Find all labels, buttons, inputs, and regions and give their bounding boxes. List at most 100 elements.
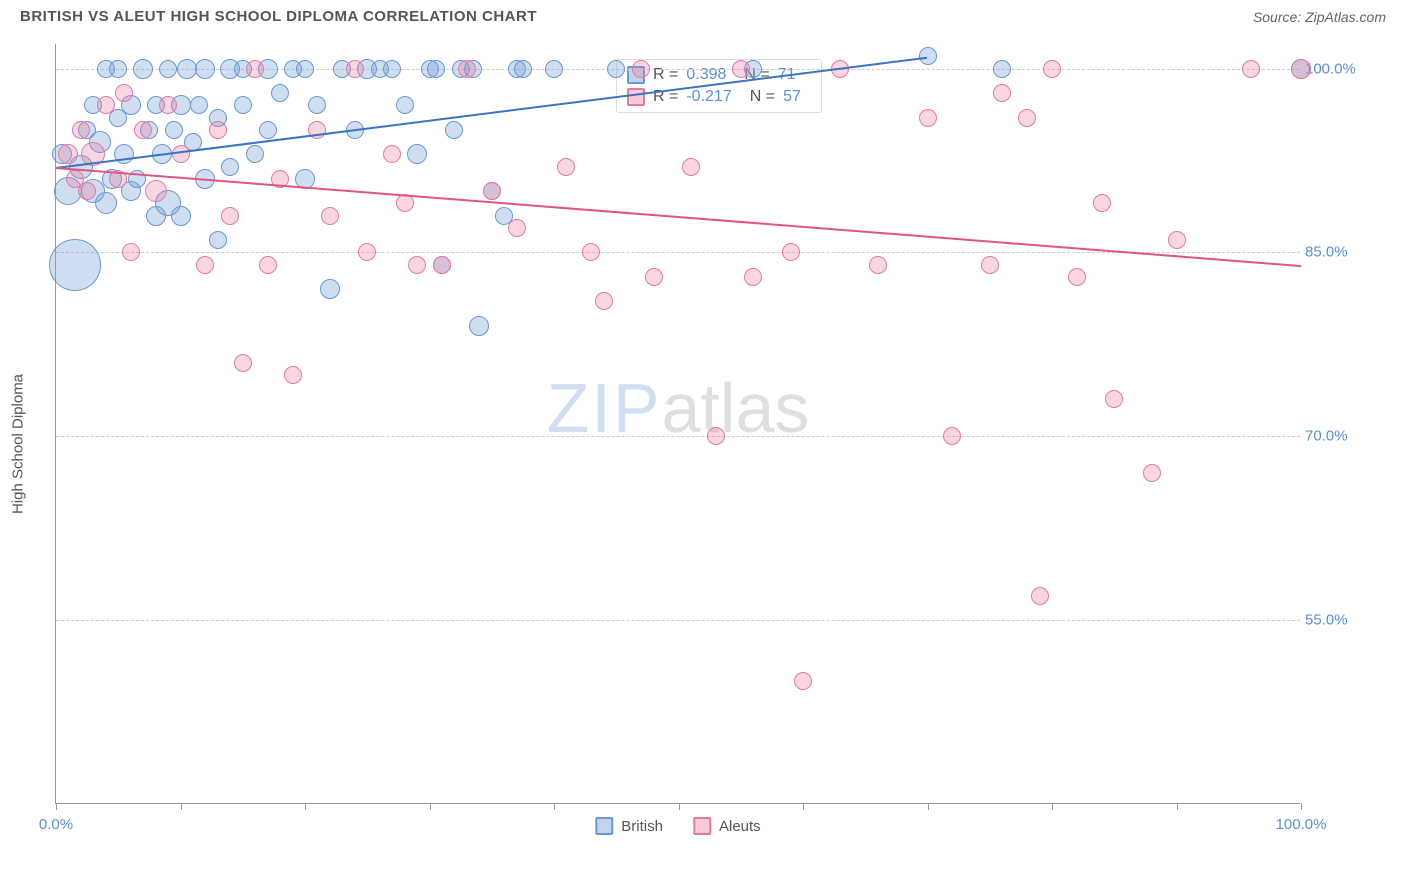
data-point bbox=[165, 121, 183, 139]
data-point bbox=[682, 158, 700, 176]
n-label: N = bbox=[750, 88, 775, 106]
data-point bbox=[383, 60, 401, 78]
data-point bbox=[209, 231, 227, 249]
data-point bbox=[159, 96, 177, 114]
y-tick-label: 85.0% bbox=[1305, 244, 1375, 261]
data-point bbox=[632, 60, 650, 78]
data-point bbox=[49, 239, 101, 291]
source-label: Source: bbox=[1253, 9, 1305, 25]
data-point bbox=[993, 60, 1011, 78]
data-point bbox=[557, 158, 575, 176]
x-tick bbox=[1177, 803, 1178, 810]
data-point bbox=[234, 96, 252, 114]
data-point bbox=[1168, 231, 1186, 249]
data-point bbox=[993, 84, 1011, 102]
data-point bbox=[159, 60, 177, 78]
x-tick bbox=[430, 803, 431, 810]
n-value: 57 bbox=[783, 88, 801, 106]
data-point bbox=[1043, 60, 1061, 78]
x-tick bbox=[56, 803, 57, 810]
data-point bbox=[72, 121, 90, 139]
data-point bbox=[358, 243, 376, 261]
data-point bbox=[171, 206, 191, 226]
data-point bbox=[408, 256, 426, 274]
data-point bbox=[1031, 587, 1049, 605]
x-tick bbox=[928, 803, 929, 810]
data-point bbox=[396, 96, 414, 114]
x-tick-label: 0.0% bbox=[39, 816, 73, 833]
gridline bbox=[56, 252, 1300, 253]
y-tick-label: 100.0% bbox=[1305, 60, 1375, 77]
data-point bbox=[320, 279, 340, 299]
data-point bbox=[209, 121, 227, 139]
x-tick bbox=[554, 803, 555, 810]
data-point bbox=[427, 60, 445, 78]
data-point bbox=[707, 427, 725, 445]
data-point bbox=[133, 59, 153, 79]
data-point bbox=[595, 292, 613, 310]
data-point bbox=[483, 182, 501, 200]
legend-item: British bbox=[595, 817, 663, 835]
x-tick-label: 100.0% bbox=[1276, 816, 1327, 833]
data-point bbox=[78, 182, 96, 200]
x-tick bbox=[1052, 803, 1053, 810]
data-point bbox=[172, 145, 190, 163]
data-point bbox=[346, 60, 364, 78]
data-point bbox=[1105, 390, 1123, 408]
gridline bbox=[56, 436, 1300, 437]
data-point bbox=[246, 60, 264, 78]
legend-swatch bbox=[693, 817, 711, 835]
data-point bbox=[177, 59, 197, 79]
data-point bbox=[195, 59, 215, 79]
data-point bbox=[869, 256, 887, 274]
x-tick bbox=[679, 803, 680, 810]
data-point bbox=[582, 243, 600, 261]
chart-title: BRITISH VS ALEUT HIGH SCHOOL DIPLOMA COR… bbox=[20, 8, 537, 25]
data-point bbox=[782, 243, 800, 261]
data-point bbox=[514, 60, 532, 78]
data-point bbox=[383, 145, 401, 163]
legend-label: Aleuts bbox=[719, 818, 761, 835]
data-point bbox=[445, 121, 463, 139]
data-point bbox=[296, 60, 314, 78]
data-point bbox=[407, 144, 427, 164]
data-point bbox=[190, 96, 208, 114]
data-point bbox=[1018, 109, 1036, 127]
data-point bbox=[271, 84, 289, 102]
data-point bbox=[919, 109, 937, 127]
data-point bbox=[95, 192, 117, 214]
data-point bbox=[115, 84, 133, 102]
source-attribution: Source: ZipAtlas.com bbox=[1253, 9, 1386, 25]
plot-area: ZIPatlas R =0.398N =71R =-0.217N =57 Bri… bbox=[55, 44, 1300, 804]
legend-swatch bbox=[627, 88, 645, 106]
r-value: -0.217 bbox=[686, 88, 731, 106]
data-point bbox=[259, 121, 277, 139]
data-point bbox=[114, 144, 134, 164]
legend-swatch bbox=[595, 817, 613, 835]
data-point bbox=[469, 316, 489, 336]
data-point bbox=[234, 354, 252, 372]
data-point bbox=[259, 256, 277, 274]
legend-item: Aleuts bbox=[693, 817, 761, 835]
data-point bbox=[321, 207, 339, 225]
data-point bbox=[794, 672, 812, 690]
data-point bbox=[221, 158, 239, 176]
data-point bbox=[122, 243, 140, 261]
gridline bbox=[56, 620, 1300, 621]
y-axis-title: High School Diploma bbox=[10, 374, 27, 514]
data-point bbox=[645, 268, 663, 286]
source-name: ZipAtlas.com bbox=[1305, 9, 1386, 25]
data-point bbox=[433, 256, 451, 274]
legend-row: R =-0.217N =57 bbox=[627, 86, 811, 108]
data-point bbox=[97, 96, 115, 114]
data-point bbox=[919, 47, 937, 65]
series-legend: British Aleuts bbox=[595, 817, 760, 835]
data-point bbox=[1093, 194, 1111, 212]
data-point bbox=[732, 60, 750, 78]
data-point bbox=[1242, 60, 1260, 78]
data-point bbox=[284, 366, 302, 384]
x-tick bbox=[803, 803, 804, 810]
data-point bbox=[109, 60, 127, 78]
data-point bbox=[607, 60, 625, 78]
data-point bbox=[1143, 464, 1161, 482]
